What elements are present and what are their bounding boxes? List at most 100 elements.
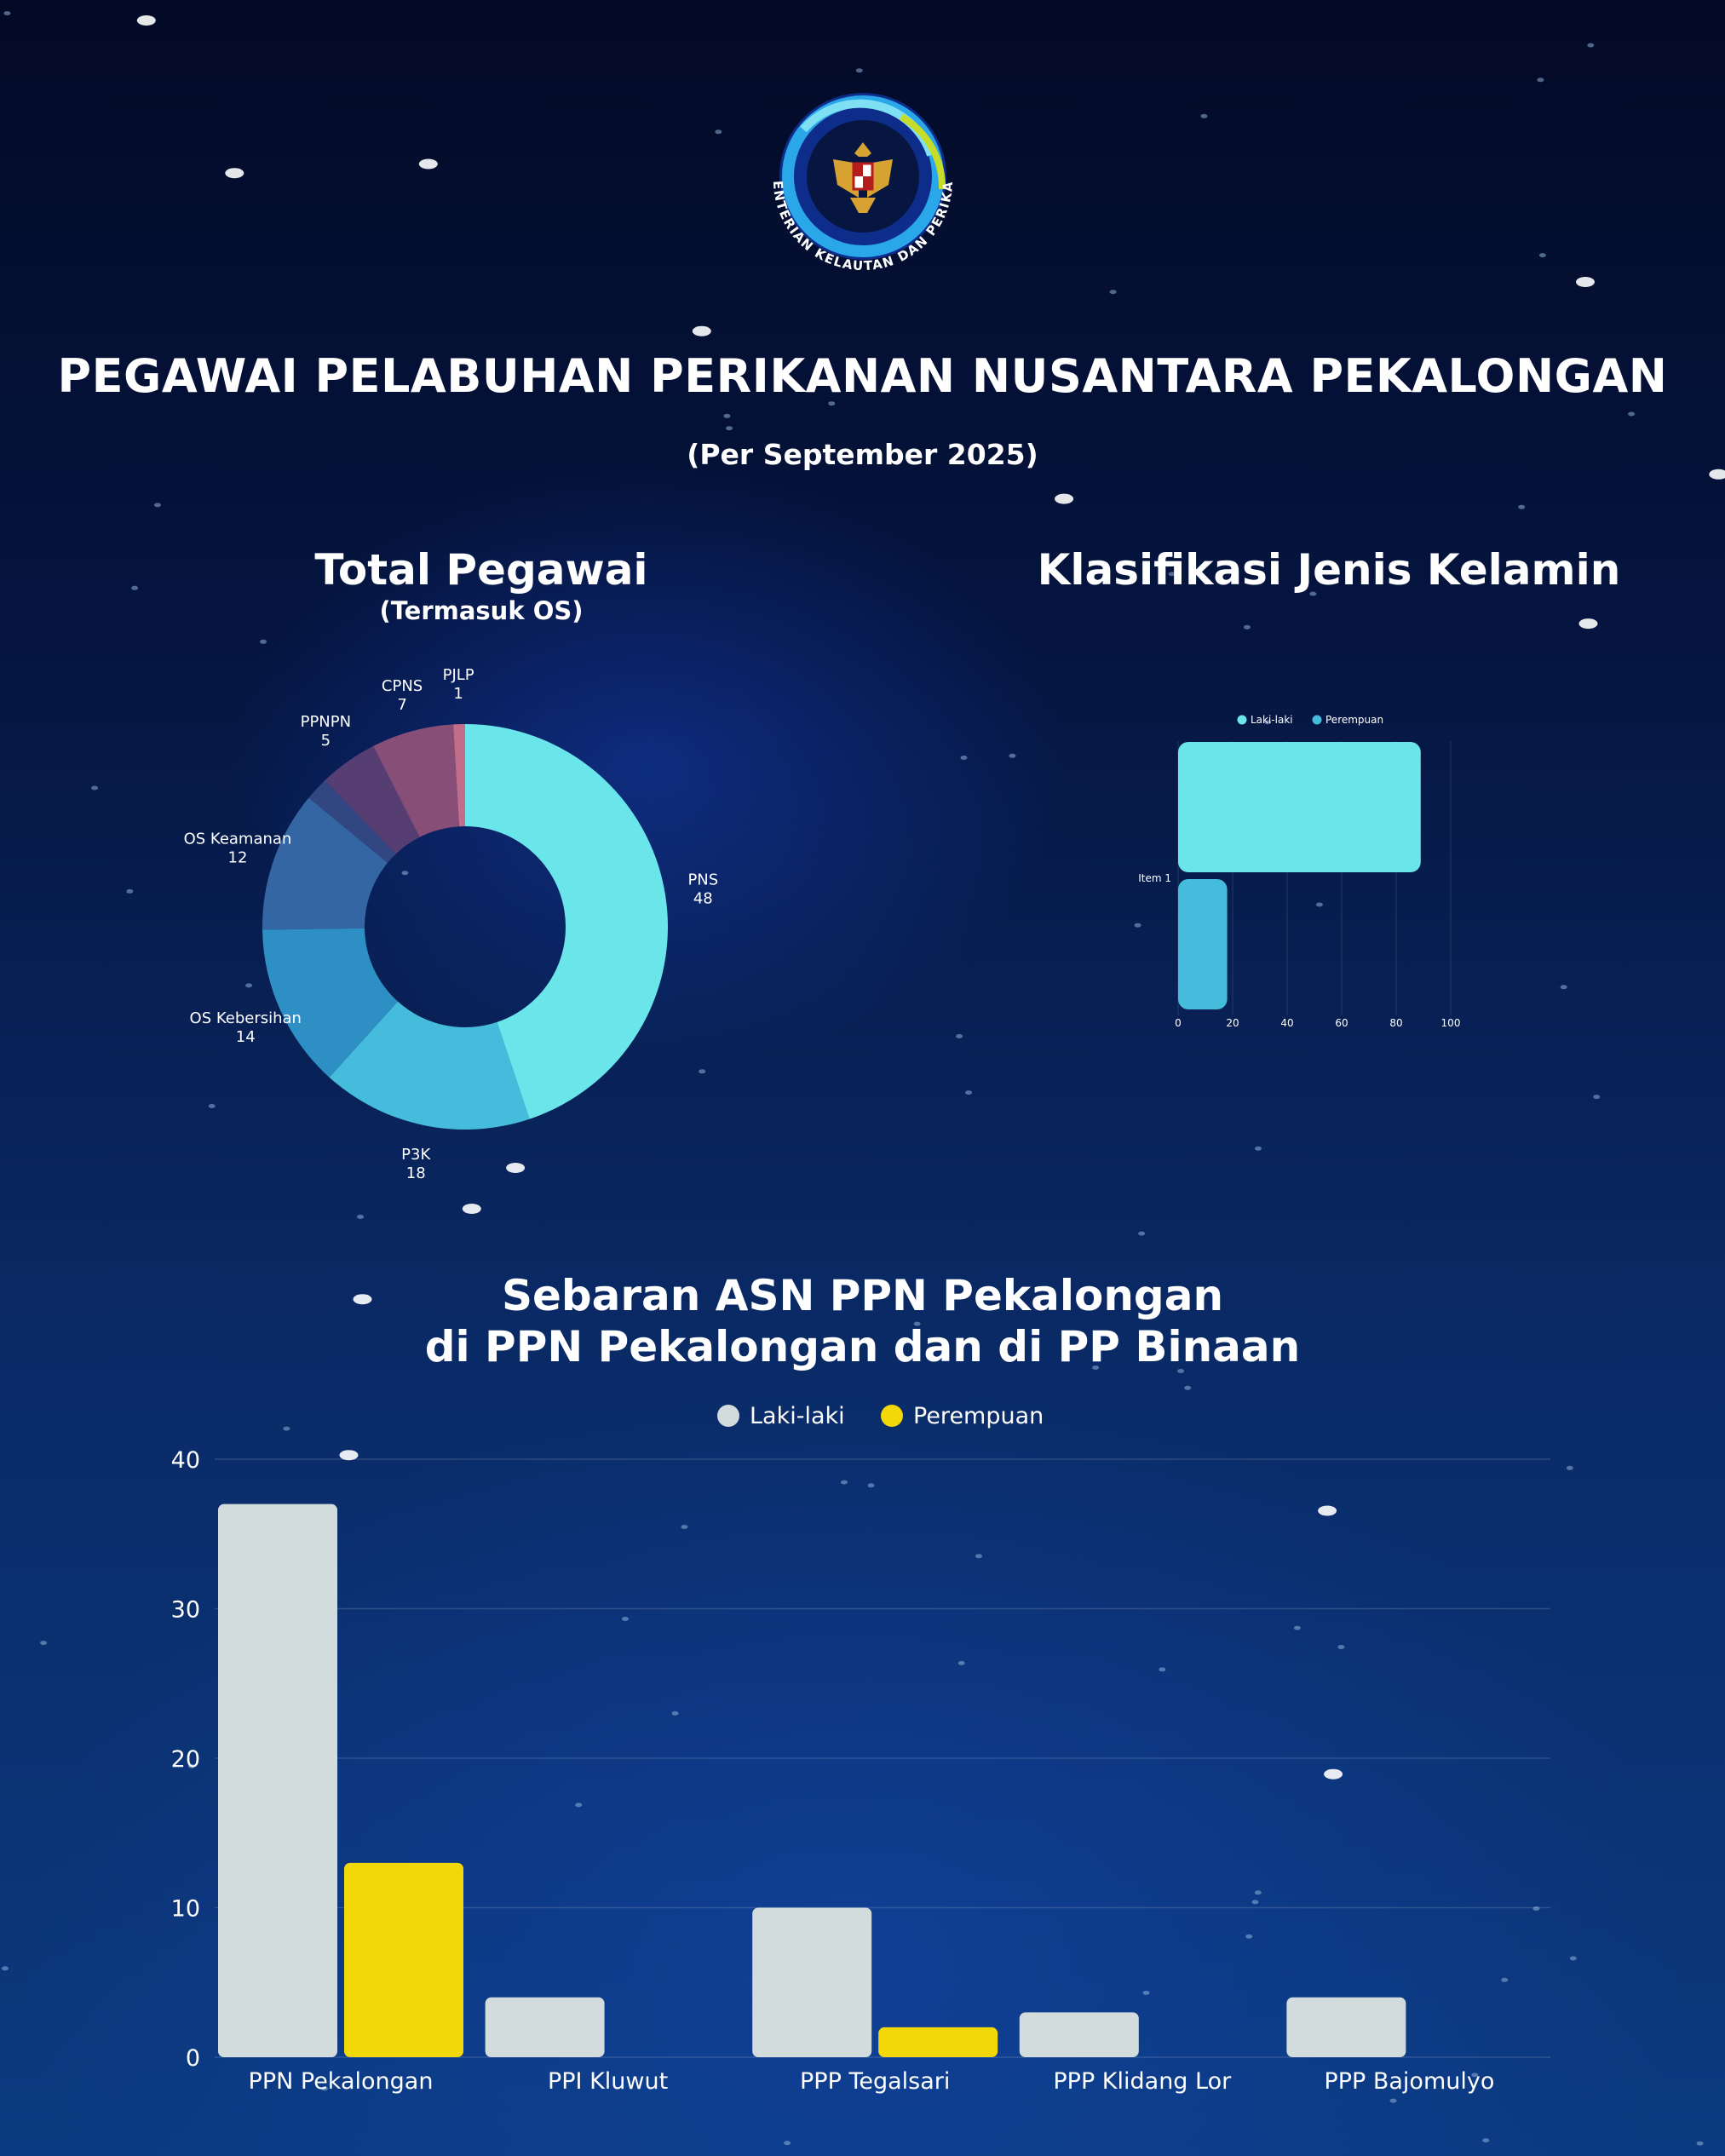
star-dot <box>692 325 711 336</box>
x-tick-label: 40 <box>1280 1017 1293 1029</box>
star-dot <box>1696 2141 1704 2146</box>
star-dot <box>321 2086 328 2091</box>
y-category-label: Item 1 <box>1138 872 1171 884</box>
page-subtitle: (Per September 2025) <box>687 438 1038 471</box>
star-dot <box>828 401 836 406</box>
star-dot <box>671 1710 679 1716</box>
legend-label: Laki-laki <box>750 1403 845 1429</box>
donut-slice-unlabeled <box>308 780 396 863</box>
donut-label-value: 1 <box>453 685 463 703</box>
star-dot <box>154 503 161 508</box>
star-dot <box>1482 2138 1490 2143</box>
y-tick-label: 40 <box>171 1447 200 1474</box>
star-dot <box>1138 1231 1146 1236</box>
bar-laki-laki-ppp-klidang-lor <box>1019 2012 1139 2057</box>
star-dot <box>2 1966 9 1971</box>
y-tick-label: 30 <box>171 1597 200 1624</box>
star-dot <box>1628 411 1636 417</box>
star-dot <box>136 15 156 26</box>
x-tick-label: 80 <box>1389 1017 1402 1029</box>
star-dot <box>575 1802 583 1808</box>
star-dot <box>1055 493 1074 504</box>
star-dot <box>418 158 438 170</box>
star-dot <box>260 639 267 644</box>
star-dot <box>339 1450 359 1461</box>
star-dot <box>681 1525 688 1529</box>
star-dot <box>1315 902 1323 907</box>
donut-label-name: PPNPN <box>301 713 352 731</box>
star-dot <box>1009 753 1016 758</box>
star-dot <box>1576 277 1595 287</box>
star-dot <box>506 1163 526 1173</box>
star-dot <box>1709 469 1725 480</box>
donut-label-name: CPNS <box>382 677 423 695</box>
legend-swatch <box>881 1405 903 1427</box>
star-dot <box>1537 78 1544 83</box>
star-dot <box>1532 1906 1540 1911</box>
star-dot <box>1566 1465 1573 1470</box>
legend-swatch <box>1237 715 1247 725</box>
star-dot <box>1318 1505 1337 1516</box>
star-dot <box>960 756 968 760</box>
x-category-label: PPP Tegalsari <box>800 2068 950 2095</box>
star-dot <box>1134 923 1141 928</box>
star-dot <box>965 1090 973 1095</box>
star-dot <box>1142 1991 1150 1995</box>
legend-swatch <box>717 1405 739 1427</box>
page-title: PEGAWAI PELABUHAN PERIKANAN NUSANTARA PE… <box>57 349 1668 403</box>
donut-label-value: 7 <box>397 696 406 714</box>
star-dot <box>723 413 731 418</box>
bar-laki-laki-ppp-tegalsari <box>752 1907 872 2057</box>
star-dot <box>1168 572 1176 577</box>
legend-item-laki-laki: Laki-laki <box>1237 714 1293 726</box>
star-dot <box>225 168 244 179</box>
bar-laki-laki <box>1178 742 1421 872</box>
star-dot <box>867 1483 875 1488</box>
donut-label-value: 12 <box>228 848 248 866</box>
donut-label-name: OS Keamanan <box>184 830 292 848</box>
star-dot <box>283 1426 290 1431</box>
x-tick-label: 60 <box>1335 1017 1348 1029</box>
kkp-logo: KEMENTERIAN KELAUTAN DAN PERIKANAN <box>731 78 955 273</box>
donut-slice-os-keamanan <box>262 797 388 930</box>
star-dot <box>187 1763 195 1768</box>
legend-label: Perempuan <box>1325 714 1383 726</box>
gender-chart-title: Klasifikasi Jenis Kelamin <box>1037 545 1621 595</box>
bar-laki-laki-ppn-pekalongan <box>218 1503 337 2057</box>
donut-label-value: 5 <box>321 732 331 750</box>
donut-label-name: P3K <box>401 1146 431 1164</box>
star-dot <box>1177 1369 1185 1373</box>
gender-bar-chart: Laki-laki Perempuan 0 20 40 60 80 100 Item 1 <box>1138 714 1460 1029</box>
star-dot <box>1184 1385 1192 1390</box>
star-dot <box>1159 1667 1166 1672</box>
star-dot <box>715 129 722 135</box>
star-dot <box>1245 1934 1253 1939</box>
donut-chart-subtitle: (Termasuk OS) <box>379 596 584 625</box>
bar-laki-laki-ppp-bajomulyo <box>1286 1997 1406 2057</box>
star-dot <box>956 1034 963 1038</box>
star-dot <box>208 1104 216 1108</box>
star-dot <box>126 888 134 894</box>
star-dot <box>1324 1768 1343 1779</box>
y-tick-label: 0 <box>186 2045 200 2072</box>
star-dot <box>245 983 253 988</box>
star-dot <box>1538 253 1546 258</box>
donut-slice-os-kebersihan <box>262 928 398 1078</box>
legend-item-perempuan: Perempuan <box>881 1403 1044 1429</box>
donut-slice-ppnpn <box>325 745 420 854</box>
star-dot <box>1243 624 1251 630</box>
donut-label-value: 48 <box>693 889 713 907</box>
x-category-label: PPP Klidang Lor <box>1053 2068 1232 2095</box>
star-dot <box>40 1641 48 1646</box>
garuda-emblem-icon <box>833 142 893 213</box>
donut-label-name: OS Kebersihan <box>190 1009 302 1027</box>
distribution-chart-title-line-2: di PPN Pekalongan dan di PP Binaan <box>424 1322 1301 1371</box>
